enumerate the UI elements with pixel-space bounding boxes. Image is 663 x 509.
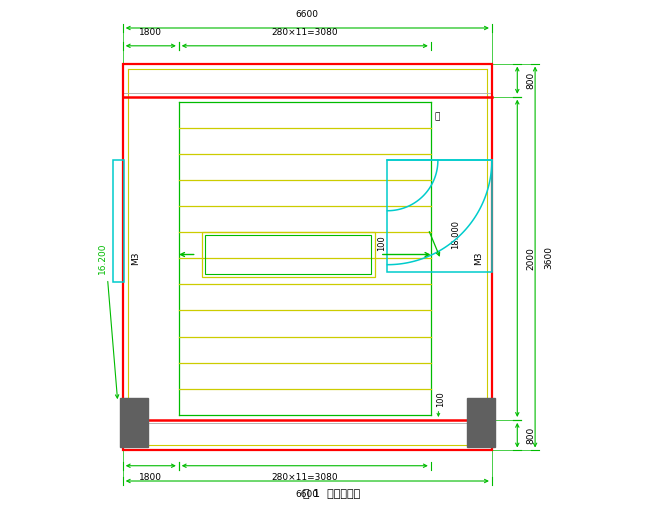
Text: 1800: 1800: [139, 27, 162, 37]
Text: 18.000: 18.000: [451, 220, 460, 248]
Text: 下: 下: [435, 112, 440, 121]
Text: M3: M3: [475, 251, 483, 265]
Bar: [123, 64, 492, 450]
Text: 280×11=3080: 280×11=3080: [271, 473, 338, 483]
Bar: [120, 398, 148, 446]
Text: 16.200: 16.200: [98, 243, 107, 274]
Text: M3: M3: [131, 251, 140, 265]
Text: 图 1  楼梯平面图: 图 1 楼梯平面图: [303, 488, 360, 498]
Text: 3600: 3600: [544, 245, 553, 269]
Bar: [202, 232, 375, 277]
Bar: [206, 235, 371, 274]
Text: 280×11=3080: 280×11=3080: [271, 27, 338, 37]
Text: 100: 100: [436, 391, 445, 407]
Text: 800: 800: [526, 72, 536, 89]
Text: 6600: 6600: [296, 490, 319, 499]
Bar: [467, 398, 495, 446]
Text: 2000: 2000: [526, 247, 536, 270]
Text: 6600: 6600: [296, 10, 319, 19]
Text: 100: 100: [377, 235, 387, 251]
Bar: [113, 160, 125, 282]
Text: 800: 800: [526, 427, 536, 444]
Text: 1800: 1800: [139, 473, 162, 483]
Bar: [387, 160, 492, 272]
